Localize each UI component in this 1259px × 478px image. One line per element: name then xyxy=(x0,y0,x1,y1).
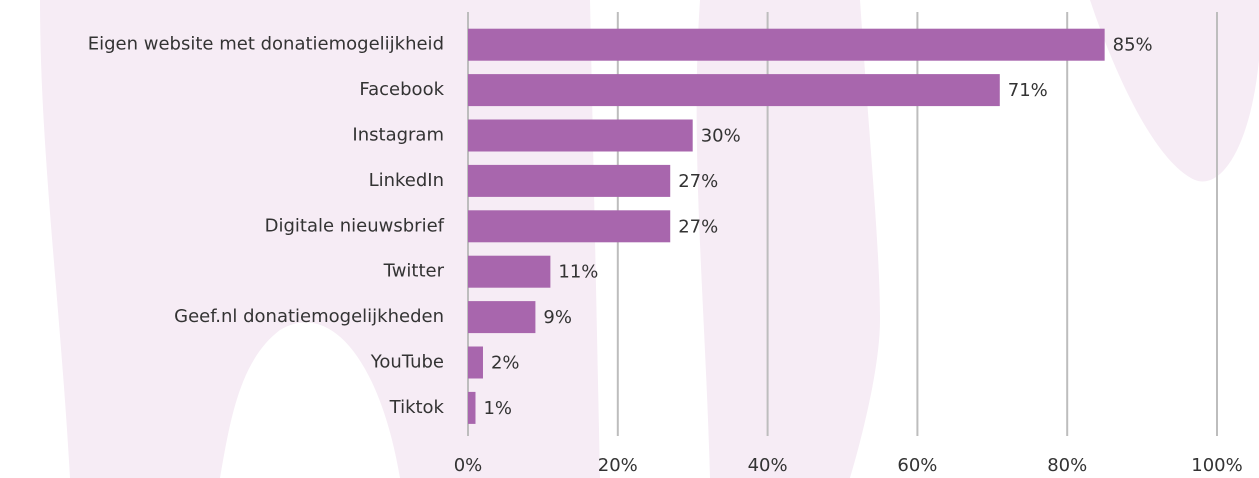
y-tick-label: Facebook xyxy=(359,79,444,100)
bar xyxy=(468,74,1000,106)
value-label: 85% xyxy=(1113,35,1153,56)
x-tick-label: 80% xyxy=(1047,455,1087,476)
bar xyxy=(468,120,693,152)
value-label: 9% xyxy=(543,307,572,328)
y-tick-label: Tiktok xyxy=(389,397,445,418)
value-label: 11% xyxy=(558,262,598,283)
y-tick-label: Geef.nl donatiemogelijkheden xyxy=(174,306,444,327)
bar xyxy=(468,29,1105,61)
bar xyxy=(468,165,670,197)
x-tick-label: 0% xyxy=(454,455,483,476)
chart: 0% 20% 40% 60% 80% 100% Eigen website met dona… xyxy=(0,0,1259,478)
y-tick-label: Twitter xyxy=(383,261,445,282)
bar xyxy=(468,256,550,288)
bar xyxy=(468,210,670,242)
x-tick-label: 40% xyxy=(748,455,788,476)
x-tick-label: 20% xyxy=(598,455,638,476)
page: 0% 20% 40% 60% 80% 100% Eigen website met dona… xyxy=(0,0,1259,478)
y-tick-label: Eigen website met donatiemogelijkheid xyxy=(88,34,444,55)
y-tick-label: Digitale nieuwsbrief xyxy=(265,215,445,236)
value-label: 27% xyxy=(678,171,718,192)
bar xyxy=(468,347,483,379)
y-tick-label: LinkedIn xyxy=(369,170,444,191)
value-label: 1% xyxy=(483,398,512,419)
x-tick-label: 60% xyxy=(897,455,937,476)
value-label: 27% xyxy=(678,216,718,237)
value-label: 30% xyxy=(701,126,741,147)
value-label: 2% xyxy=(491,353,520,374)
bar xyxy=(468,301,535,333)
value-label: 71% xyxy=(1008,80,1048,101)
y-tick-label: YouTube xyxy=(370,352,444,373)
x-tick-label: 100% xyxy=(1191,455,1242,476)
y-tick-label: Instagram xyxy=(352,125,444,146)
bar xyxy=(468,392,475,424)
